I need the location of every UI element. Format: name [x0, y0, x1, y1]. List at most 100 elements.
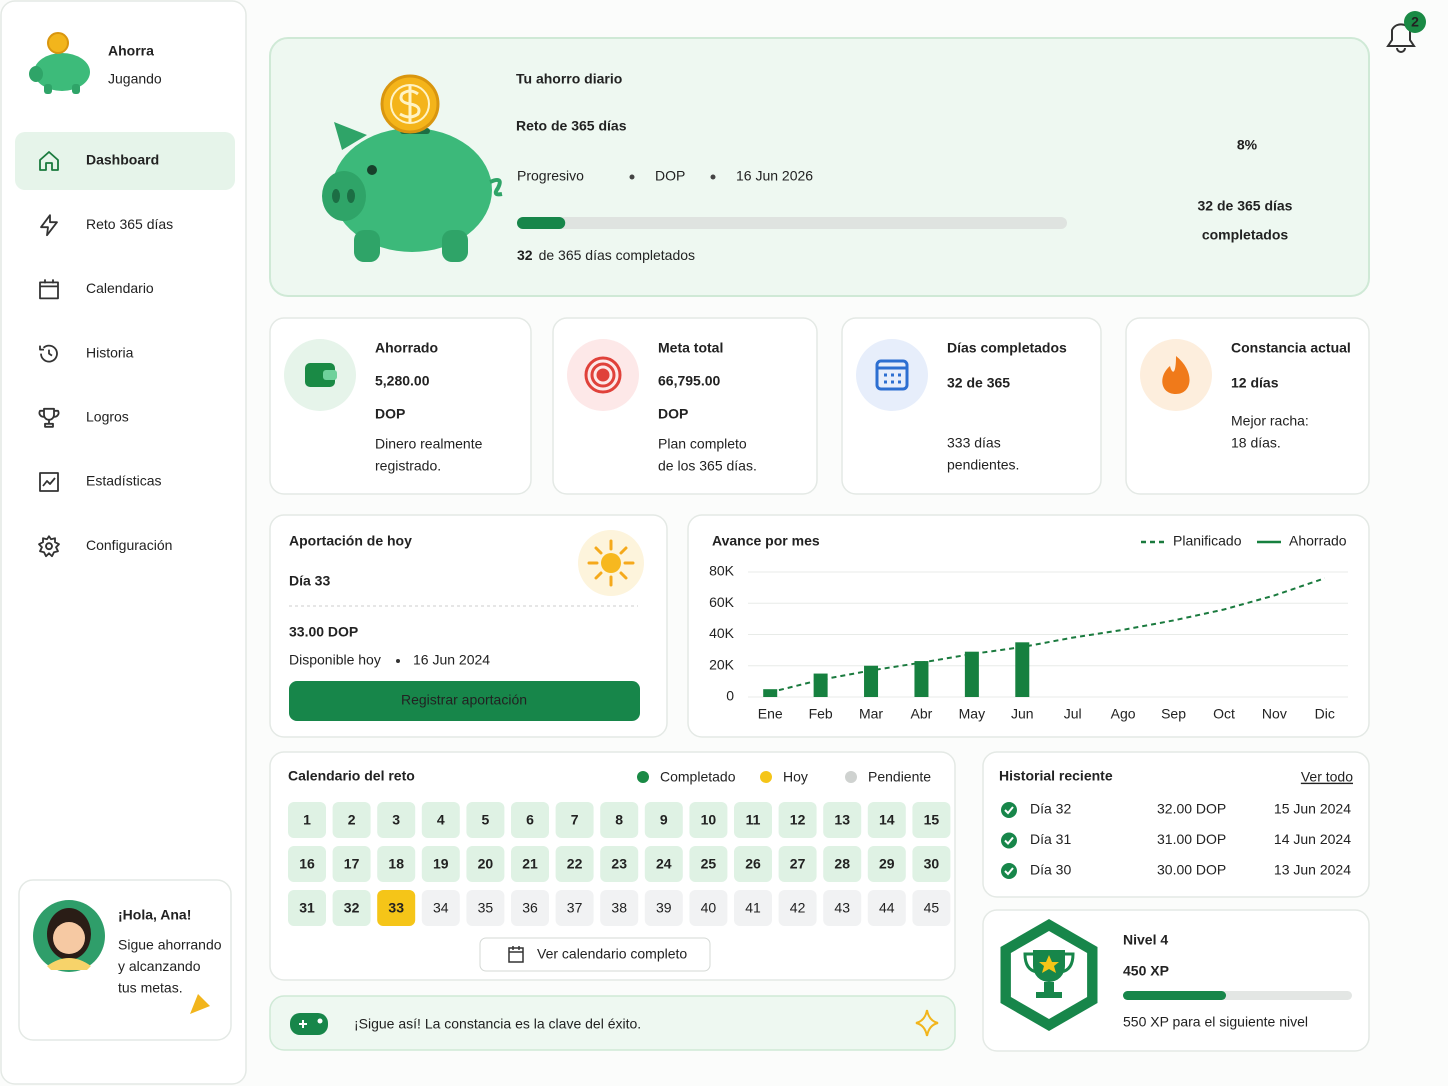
calendar-day[interactable]: 44: [867, 890, 906, 926]
x-tick-label: Sep: [1161, 706, 1186, 722]
calendar-day[interactable]: 7: [555, 802, 594, 838]
day-cell: [867, 802, 906, 838]
day-cell: [511, 846, 549, 882]
day-number: 14: [879, 812, 895, 828]
calendar-day[interactable]: 36: [511, 890, 549, 926]
day-cell: [466, 802, 505, 838]
calendar-day[interactable]: 26: [734, 846, 772, 882]
day-cell: [466, 846, 505, 882]
day-number: 38: [611, 900, 627, 916]
progress-track: [517, 217, 1067, 229]
calendar-day[interactable]: 2: [332, 802, 371, 838]
day-number: 25: [701, 856, 717, 872]
pig-leg: [44, 84, 52, 94]
nav-item[interactable]: Logros: [38, 407, 129, 428]
notification-bell[interactable]: 2: [1386, 11, 1426, 53]
day-number: 32: [344, 900, 360, 916]
day-number: 21: [522, 856, 538, 872]
day-number: 45: [924, 900, 940, 916]
day-number: 8: [615, 812, 623, 828]
nav-item[interactable]: Configuración: [38, 535, 172, 558]
calendar-day[interactable]: 16: [288, 846, 326, 882]
calendar-day[interactable]: 19: [421, 846, 460, 882]
calendar-day[interactable]: 9: [644, 802, 683, 838]
x-tick-label: Feb: [809, 706, 833, 722]
hero-card: [269, 37, 1370, 297]
calendar-day[interactable]: 6: [511, 802, 549, 838]
history-amount: 32.00 DOP: [1157, 801, 1226, 817]
calendar-day[interactable]: 37: [555, 890, 594, 926]
history-date: 13 Jun 2024: [1274, 862, 1351, 878]
calendar-day[interactable]: 32: [332, 890, 371, 926]
calendar-day[interactable]: 21: [511, 846, 549, 882]
sparkle-icon: [915, 1009, 939, 1037]
day-number: 10: [701, 812, 717, 828]
calendar-button[interactable]: Ver calendario completo: [479, 937, 711, 972]
day-number: 3: [392, 812, 400, 828]
pig-tail: [489, 178, 503, 197]
target-icon: [584, 356, 622, 394]
calendar-day[interactable]: 10: [689, 802, 728, 838]
calendar-day[interactable]: 20: [466, 846, 505, 882]
calendar-day[interactable]: 27: [778, 846, 817, 882]
day-cell: [778, 846, 817, 882]
calendar-day[interactable]: 14: [867, 802, 906, 838]
bar: [763, 689, 778, 697]
calendar-day[interactable]: 45: [912, 890, 951, 926]
calendar-day[interactable]: 30: [912, 846, 951, 882]
day-number: 19: [433, 856, 449, 872]
calendar-day[interactable]: 23: [600, 846, 639, 882]
calendar-day[interactable]: 8: [600, 802, 639, 838]
calendar-day[interactable]: 18: [377, 846, 416, 882]
calendar-day[interactable]: 41: [734, 890, 772, 926]
calendar-day[interactable]: 39: [644, 890, 683, 926]
day-number: 27: [790, 856, 806, 872]
sidebar: [0, 0, 247, 1085]
calendar-day[interactable]: 24: [644, 846, 683, 882]
calendar-day[interactable]: 42: [778, 890, 817, 926]
calendar-day[interactable]: 35: [466, 890, 505, 926]
hero-meta: 16 Jun 2026: [736, 168, 813, 184]
calendar-day[interactable]: 31: [288, 890, 326, 926]
calendar-day[interactable]: 11: [734, 802, 772, 838]
calendar-day[interactable]: 17: [332, 846, 371, 882]
wallet-tab: [323, 370, 337, 380]
stat-label: Días completados: [947, 340, 1067, 356]
calendar-day[interactable]: 5: [466, 802, 505, 838]
calendar-day[interactable]: 43: [823, 890, 862, 926]
stat-value: 5,280.00: [375, 373, 430, 389]
legend-label: Pendiente: [868, 769, 931, 785]
calendar-day[interactable]: 34: [421, 890, 460, 926]
nav-item[interactable]: Calendario: [39, 279, 154, 300]
check-mark: [1004, 806, 1014, 815]
nav-item[interactable]: Historia: [39, 344, 134, 363]
brand-name: Ahorra: [108, 43, 154, 59]
nav-item[interactable]: Dashboard: [15, 132, 235, 190]
level-xp: 450 XP: [1123, 963, 1169, 979]
calendar-day[interactable]: 22: [555, 846, 594, 882]
x-tick-label: Ene: [758, 706, 783, 722]
nav-item[interactable]: Estadísticas: [39, 472, 161, 492]
calendar-day[interactable]: 3: [377, 802, 416, 838]
x-tick-label: Abr: [911, 706, 933, 722]
calendar-day[interactable]: 25: [689, 846, 728, 882]
nav-item[interactable]: Reto 365 días: [40, 214, 173, 237]
calendar-day[interactable]: 4: [421, 802, 460, 838]
check-icon: [1001, 802, 1017, 818]
calendar-day[interactable]: 38: [600, 890, 639, 926]
calendar-day[interactable]: 1: [288, 802, 326, 838]
calendar-day[interactable]: 12: [778, 802, 817, 838]
day-cell: [734, 846, 772, 882]
y-tick-label: 80K: [709, 563, 735, 579]
calendar-day[interactable]: 28: [823, 846, 862, 882]
history-card: [982, 751, 1370, 898]
calendar-day[interactable]: 15: [912, 802, 951, 838]
calendar-day[interactable]: 29: [867, 846, 906, 882]
calendar-day[interactable]: 40: [689, 890, 728, 926]
register-button[interactable]: Registrar aportación: [289, 681, 640, 721]
history-link[interactable]: Ver todo: [1301, 769, 1353, 785]
day-number: 40: [701, 900, 717, 916]
calendar-day[interactable]: 13: [823, 802, 862, 838]
nav-active-bg: [15, 132, 235, 190]
calendar-day[interactable]: 33: [377, 890, 416, 926]
